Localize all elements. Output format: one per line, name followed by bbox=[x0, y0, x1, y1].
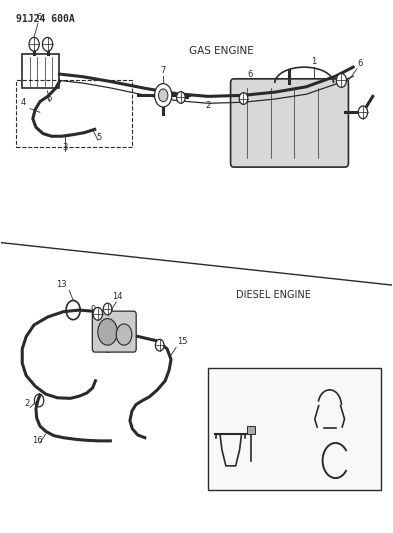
Text: 2: 2 bbox=[206, 101, 211, 110]
Text: 9: 9 bbox=[106, 346, 111, 356]
Circle shape bbox=[116, 324, 132, 345]
Bar bbox=[17, 80, 132, 147]
Bar bbox=[248, 426, 255, 434]
Text: 12: 12 bbox=[298, 449, 309, 458]
Circle shape bbox=[103, 303, 112, 315]
Text: 7: 7 bbox=[160, 66, 166, 75]
Bar bbox=[22, 54, 59, 88]
Text: 4: 4 bbox=[21, 98, 26, 107]
Circle shape bbox=[239, 93, 248, 104]
Circle shape bbox=[358, 106, 367, 119]
Text: 14: 14 bbox=[112, 292, 122, 301]
Text: GAS ENGINE: GAS ENGINE bbox=[189, 46, 253, 56]
Text: 16: 16 bbox=[33, 435, 43, 445]
Text: 5: 5 bbox=[96, 133, 101, 142]
Text: 2: 2 bbox=[25, 399, 30, 408]
Text: 6: 6 bbox=[358, 59, 363, 68]
Circle shape bbox=[155, 340, 164, 351]
Text: DIESEL ENGINE: DIESEL ENGINE bbox=[236, 290, 310, 301]
Text: 1: 1 bbox=[311, 57, 317, 66]
FancyBboxPatch shape bbox=[92, 311, 136, 352]
Circle shape bbox=[98, 319, 118, 345]
Text: 6: 6 bbox=[47, 94, 52, 103]
Circle shape bbox=[158, 89, 168, 102]
Text: 11: 11 bbox=[256, 405, 266, 414]
Text: 6: 6 bbox=[248, 70, 253, 79]
Text: 9: 9 bbox=[130, 319, 135, 328]
FancyBboxPatch shape bbox=[231, 79, 349, 167]
Text: 6: 6 bbox=[36, 13, 42, 22]
Circle shape bbox=[154, 84, 172, 107]
Text: 91J24 600A: 91J24 600A bbox=[17, 14, 75, 24]
Text: 10: 10 bbox=[219, 473, 229, 482]
Text: 3: 3 bbox=[62, 143, 68, 152]
Circle shape bbox=[29, 37, 39, 51]
Circle shape bbox=[42, 37, 53, 51]
Circle shape bbox=[336, 74, 347, 87]
Text: 15: 15 bbox=[177, 337, 187, 346]
Text: 9: 9 bbox=[91, 305, 96, 314]
Text: 13: 13 bbox=[56, 280, 67, 289]
Circle shape bbox=[93, 308, 103, 320]
Bar bbox=[208, 368, 380, 490]
Text: 8: 8 bbox=[299, 389, 305, 398]
Circle shape bbox=[176, 92, 185, 103]
